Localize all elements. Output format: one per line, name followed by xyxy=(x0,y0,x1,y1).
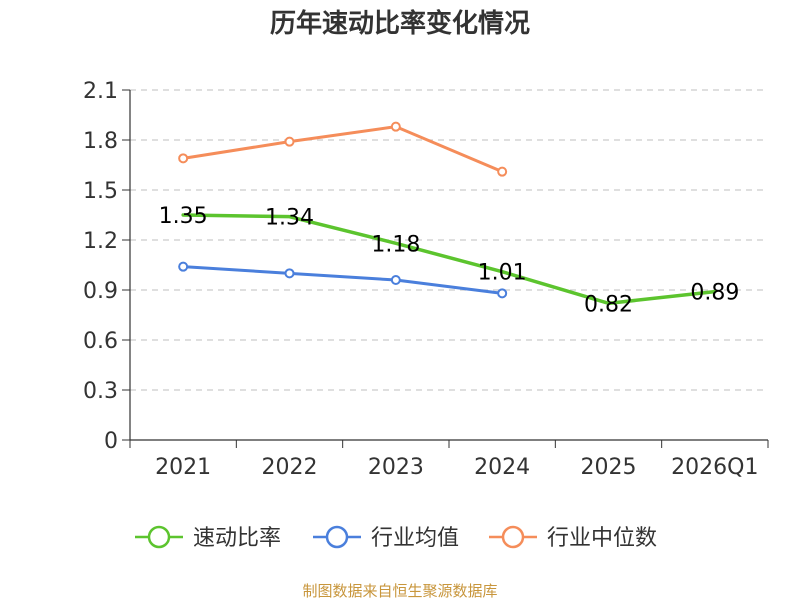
x-tick-label: 2025 xyxy=(581,455,637,480)
data-point xyxy=(284,268,295,279)
x-tick-label: 2021 xyxy=(155,455,211,480)
y-tick-label: 0.6 xyxy=(83,329,118,354)
data-point xyxy=(390,121,401,132)
y-tick-label: 0.9 xyxy=(83,279,118,304)
y-tick-label: 0.3 xyxy=(83,379,118,404)
data-label: 1.34 xyxy=(265,206,314,231)
y-tick-label: 1.2 xyxy=(83,229,118,254)
series-line-quick-ratio xyxy=(181,213,717,306)
data-point xyxy=(284,136,295,147)
legend-label: 行业均值 xyxy=(371,526,459,551)
legend-label: 行业中位数 xyxy=(547,526,657,551)
legend-marker xyxy=(325,525,349,549)
data-label: 1.01 xyxy=(478,261,527,286)
series-line-industry-median xyxy=(181,125,504,174)
x-tick-label: 2022 xyxy=(262,455,318,480)
y-tick-label: 1.5 xyxy=(83,179,118,204)
data-point xyxy=(178,261,189,272)
data-label: 0.89 xyxy=(690,281,739,306)
x-tick-label: 2024 xyxy=(474,455,530,480)
y-tick-label: 1.8 xyxy=(83,129,118,154)
data-point xyxy=(178,153,189,164)
legend-marker xyxy=(147,525,171,549)
series-line-industry-mean xyxy=(181,265,504,295)
data-label: 1.18 xyxy=(371,232,420,257)
y-tick-label: 2.1 xyxy=(83,79,118,104)
x-tick-label: 2026Q1 xyxy=(671,455,758,480)
chart-title: 历年速动比率变化情况 xyxy=(270,8,530,39)
data-point xyxy=(497,288,508,299)
legend-marker xyxy=(501,525,525,549)
data-point xyxy=(497,166,508,177)
data-point xyxy=(390,275,401,285)
source-note: 制图数据来自恒生聚源数据库 xyxy=(302,582,497,600)
data-label: 0.82 xyxy=(584,292,633,317)
x-tick-label: 2023 xyxy=(368,455,424,480)
data-label: 1.35 xyxy=(159,204,208,229)
y-tick-label: 0 xyxy=(104,429,118,454)
legend-label: 速动比率 xyxy=(193,526,281,551)
